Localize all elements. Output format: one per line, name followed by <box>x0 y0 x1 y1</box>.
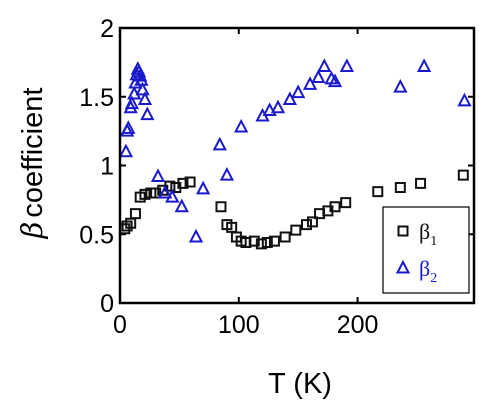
y-tick-label: 0 <box>100 290 114 318</box>
beta2-triangle-marker <box>212 136 227 151</box>
beta2-triangle-marker <box>188 228 204 243</box>
x-tick-label: 0 <box>113 311 127 339</box>
beta2-triangle-marker <box>327 73 343 88</box>
beta1-square-marker <box>150 187 162 199</box>
beta2-triangle-marker <box>339 58 355 72</box>
beta2-triangle-marker <box>393 78 408 93</box>
svg-text:βcoefficient: β coefficient <box>15 88 49 240</box>
beta2-triangle-marker <box>157 184 173 199</box>
beta1-square-marker <box>177 177 189 189</box>
y-axis-title: β coefficient <box>15 88 49 240</box>
beta1-square-marker <box>457 169 469 181</box>
beta2-triangle-marker <box>270 99 286 114</box>
beta2-triangle-marker <box>165 188 180 203</box>
beta1-square-marker <box>372 186 384 198</box>
beta1-square-marker <box>261 237 273 248</box>
axis-ticks: 0 100 200 0 0.5 1 1.5 2 <box>79 15 474 339</box>
beta1-square-marker <box>129 208 141 220</box>
beta1-square-marker <box>184 176 196 188</box>
beta1-square-marker <box>268 235 280 247</box>
beta2-triangle-marker <box>174 198 189 213</box>
x-tick-label: 200 <box>337 311 379 339</box>
beta1-square-marker <box>290 224 302 236</box>
y-tick-label: 2 <box>100 15 114 43</box>
beta1-square-marker <box>279 231 291 243</box>
beta2-triangle-marker <box>457 92 472 107</box>
beta1-square-marker <box>340 197 352 209</box>
beta1-square-marker <box>139 188 151 200</box>
beta2-triangle-marker <box>317 58 332 72</box>
beta2-triangle-marker <box>135 81 150 96</box>
beta1-square-marker <box>329 201 341 213</box>
beta2-triangle-marker <box>118 143 134 158</box>
legend-marker-beta2 <box>395 259 411 274</box>
beta2-triangle-marker <box>234 118 249 133</box>
beta2-triangle-marker <box>311 69 326 83</box>
y-tick-label: 1.5 <box>79 84 114 112</box>
beta1-square-marker <box>394 182 406 193</box>
plot-frame <box>118 26 476 305</box>
beta1-square-marker <box>248 235 260 247</box>
beta1-square-marker <box>415 177 427 189</box>
series-beta2 <box>118 58 472 243</box>
beta1-square-marker <box>306 216 318 228</box>
y-axis-text: coefficient <box>17 88 49 218</box>
y-tick-label: 1 <box>100 153 114 181</box>
x-axis-title: T (K) <box>268 368 332 400</box>
beta2-triangle-marker <box>302 76 318 90</box>
plot-data <box>118 58 472 250</box>
legend-label-beta1: β1 <box>419 219 437 249</box>
beta2-triangle-marker <box>196 180 211 195</box>
legend-marker-beta1 <box>397 225 409 237</box>
beta1-square-marker <box>215 201 227 213</box>
y-tick-label: 0.5 <box>79 221 114 249</box>
beta2-triangle-marker <box>124 95 140 110</box>
beta2-triangle-marker <box>219 166 235 181</box>
y-axis-symbol: β <box>15 222 49 240</box>
beta2-triangle-marker <box>137 91 153 105</box>
beta2-triangle-marker <box>140 106 155 121</box>
beta2-triangle-marker <box>150 168 166 182</box>
beta2-triangle-marker <box>262 102 277 116</box>
x-tick-label: 100 <box>218 311 260 339</box>
beta2-triangle-marker <box>416 58 432 72</box>
legend-label-beta2: β2 <box>419 256 437 286</box>
beta1-square-marker <box>255 238 267 250</box>
beta1-square-marker <box>301 219 313 231</box>
beta2-triangle-marker <box>121 120 136 134</box>
beta2-triangle-marker <box>282 91 298 105</box>
beta2-triangle-marker <box>291 84 306 99</box>
legend-box <box>382 206 470 294</box>
